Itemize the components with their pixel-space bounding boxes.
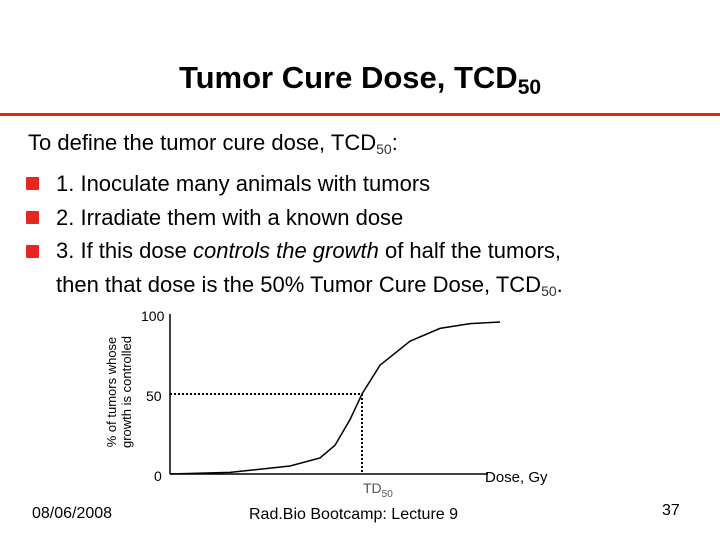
x-axis-label: Dose, Gy [485, 469, 548, 486]
y-axis-label-line-2: growth is controlled [119, 336, 134, 448]
td50-marker-label: TD50 [363, 480, 393, 500]
td50-marker-subscript: 50 [382, 489, 394, 500]
y-tick-label-0: 0 [154, 468, 162, 484]
y-tick-label-100: 100 [141, 308, 165, 324]
slide-date: 08/06/2008 [32, 505, 113, 522]
bullet-control-prefix: 3. If this dose [56, 238, 193, 263]
slide-title: Tumor Cure Dose, TCD50 [0, 60, 720, 100]
continuation-suffix: . [556, 272, 563, 297]
bullet-control-continuation: then that dose is the 50% Tumor Cure Dos… [56, 271, 563, 305]
intro-text: To define the tumor cure dose, TCD50: [28, 129, 398, 163]
continuation-subscript: 50 [541, 283, 557, 299]
slide-number: 37 [662, 502, 680, 519]
y-axis-label-line-1: % of tumors whose [104, 337, 119, 448]
td50-marker-text: TD [363, 480, 382, 496]
bullet-control: 3. If this dose controls the growth of h… [56, 237, 561, 264]
bullet-inoculate: 1. Inoculate many animals with tumors [56, 171, 431, 196]
slide-title-subscript: 50 [517, 76, 542, 99]
bullet-control-suffix: of half the tumors, [378, 238, 562, 263]
intro-label: To define the tumor cure dose, TCD [28, 130, 377, 155]
red-square-bullet-icon [26, 211, 39, 224]
intro-subscript: 50 [376, 141, 392, 157]
intro-suffix: : [391, 130, 398, 155]
slide-title-text: Tumor Cure Dose, TCD [178, 60, 518, 95]
course-title: Rad.Bio Bootcamp: Lecture 9 [249, 506, 459, 523]
continuation-text: then that dose is the 50% Tumor Cure Dos… [56, 272, 542, 297]
title-divider [0, 113, 720, 116]
y-tick-label-50: 50 [146, 388, 162, 404]
dose-response-curve [169, 321, 501, 475]
red-square-bullet-icon [26, 245, 39, 258]
bullet-irradiate: 2. Irradiate them with a known dose [56, 205, 404, 230]
bullet-control-italic: controls the growth [192, 238, 379, 263]
red-square-bullet-icon [26, 177, 39, 190]
